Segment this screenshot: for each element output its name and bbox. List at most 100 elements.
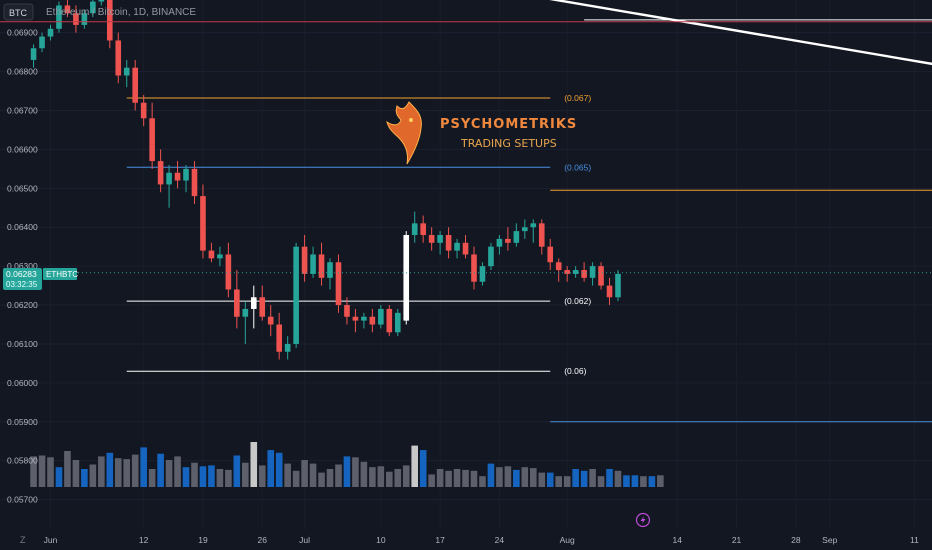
time-tick-label: Jun (44, 535, 58, 545)
time-tick-label: 12 (139, 535, 149, 545)
volume-bar (360, 461, 368, 487)
volume-bar (606, 469, 613, 487)
candle (157, 149, 164, 193)
price-tick-label: 0.06200 (7, 300, 38, 310)
candle (530, 219, 537, 243)
volume-bar (504, 466, 512, 487)
candle (200, 184, 206, 259)
candle (183, 164, 189, 193)
volume-bar (436, 469, 444, 487)
volume-bar (377, 466, 385, 487)
price-tick-label: 0.06600 (7, 144, 38, 154)
price-tick-label: 0.06800 (7, 67, 38, 77)
candle (310, 246, 316, 278)
candle (471, 246, 477, 290)
volume-bar (521, 467, 529, 487)
volume-bar (98, 456, 105, 487)
volume-bar (38, 455, 46, 487)
volume-bar (546, 472, 554, 487)
volume-bar (369, 467, 376, 487)
price-axis[interactable]: 0.06900 0.06800 0.06700 0.06600 0.06500 0.064… (7, 28, 38, 505)
volume-bar (402, 465, 410, 487)
candle (335, 254, 342, 313)
volume-bar (648, 476, 656, 487)
volume-bar (623, 475, 630, 487)
candle (547, 238, 554, 271)
volume-bar (657, 475, 664, 487)
trendline[interactable] (474, 0, 932, 169)
volume-bar (631, 475, 639, 487)
time-tick-label: 26 (258, 535, 268, 545)
volume-bar (242, 462, 249, 487)
volume-bar (30, 456, 37, 487)
candle (378, 305, 384, 329)
candle (572, 266, 579, 278)
lightning-icon[interactable] (635, 512, 651, 528)
volume-bar (191, 462, 198, 487)
candle (369, 308, 376, 333)
volume-bar (597, 476, 605, 487)
candle (267, 305, 274, 337)
volume-bar (572, 469, 579, 487)
volume-bar (258, 465, 266, 487)
volume-bar (208, 465, 215, 487)
candle (445, 227, 452, 259)
price-tick-label: 0.05800 (7, 456, 38, 466)
volume-bar (555, 476, 562, 487)
timezone-badge[interactable]: Z (20, 535, 26, 545)
candle (47, 24, 54, 41)
candle (191, 161, 198, 204)
candle (437, 231, 443, 255)
candle (361, 312, 367, 329)
volume-bar (89, 464, 97, 487)
volume-bars (30, 442, 664, 487)
candle (411, 211, 418, 243)
level-label: (0.067) (564, 93, 591, 103)
volume-bar (563, 476, 571, 487)
price-tick-label: 0.05700 (7, 495, 38, 505)
symbol-badge-label: BTC (9, 8, 28, 18)
candle (301, 235, 308, 282)
candle (149, 102, 155, 169)
volume-bar (250, 442, 258, 487)
volume-bar (72, 460, 80, 487)
price-tick-label: 0.05900 (7, 417, 38, 427)
candle (488, 242, 494, 271)
volume-bar (275, 452, 283, 487)
candle (522, 219, 528, 239)
candle (140, 94, 147, 127)
candle (513, 223, 520, 247)
time-tick-label: 19 (198, 535, 208, 545)
logo-subtitle: TRADING SETUPS (460, 137, 557, 150)
candle (106, 0, 113, 49)
volume-bar (470, 470, 478, 487)
candle (462, 235, 469, 259)
symbol-badge[interactable]: BTC (3, 3, 34, 21)
volume-bar (640, 476, 647, 487)
volume-bar (445, 470, 452, 487)
time-tick-label: 10 (376, 535, 386, 545)
candle (564, 266, 570, 282)
candle (174, 161, 181, 189)
candle (250, 285, 257, 329)
time-axis[interactable]: Jun 12 19 26 Jul 10 17 24 Aug 14 21 28 Sep 11 (44, 535, 919, 545)
volume-bar (225, 469, 232, 487)
candle (615, 270, 621, 302)
candle (505, 227, 511, 251)
volume-bar (513, 469, 520, 487)
volume-bar (580, 470, 588, 487)
candle (39, 32, 45, 53)
logo-name: PSYCHOMETRIKS (440, 117, 577, 132)
time-tick-label: 21 (732, 535, 742, 545)
candle (318, 242, 325, 286)
candle (217, 246, 223, 267)
volume-bar (318, 472, 325, 487)
candle (259, 285, 266, 321)
candle (98, 0, 105, 6)
candle (166, 164, 172, 208)
volume-bar (81, 469, 88, 487)
time-tick-label: Sep (822, 535, 837, 545)
volume-bar (199, 466, 207, 487)
